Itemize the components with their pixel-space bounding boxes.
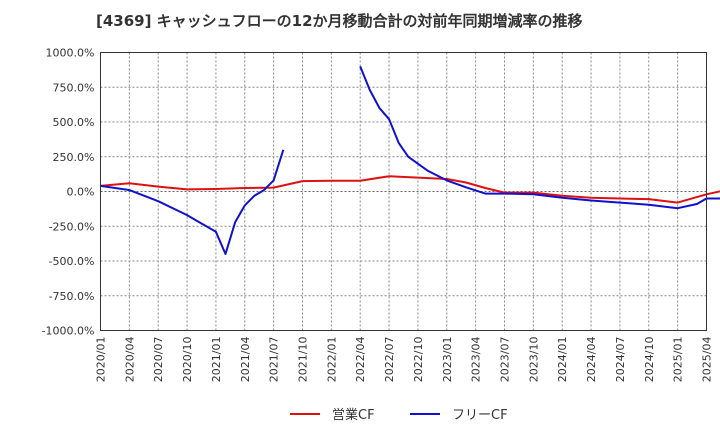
- y-tick-label: -1000.0%: [42, 325, 95, 338]
- y-tick-label: 250.0%: [53, 151, 95, 164]
- x-tick-label: 2020/07: [152, 337, 165, 383]
- y-tick-label: -750.0%: [49, 290, 95, 303]
- x-tick-label: 2023/01: [441, 337, 454, 383]
- x-tick-label: 2024/10: [643, 337, 656, 383]
- y-tick-label: 500.0%: [53, 116, 95, 129]
- legend-label-1: フリーCF: [452, 408, 508, 423]
- x-tick-label: 2021/10: [297, 337, 310, 383]
- x-tick-label: 2024/01: [556, 337, 569, 383]
- x-tick-label: 2021/01: [210, 337, 223, 383]
- x-tick-label: 2023/04: [470, 336, 483, 382]
- x-tick-label: 2022/04: [354, 337, 367, 383]
- x-tick-label: 2020/01: [95, 337, 108, 383]
- y-tick-label: -500.0%: [49, 255, 95, 268]
- legend-label-0: 営業CF: [332, 407, 375, 423]
- chart-title: [4369] キャッシュフローの12か月移動合計の対前年同期増減率の推移: [96, 12, 583, 30]
- x-tick-label: 2020/04: [123, 337, 136, 383]
- x-tick-label: 2025/01: [672, 337, 685, 383]
- grid-layer: [100, 52, 707, 331]
- y-tick-label: 750.0%: [53, 81, 95, 94]
- y-tick-label: 1000.0%: [46, 47, 95, 60]
- x-tick-label: 2023/07: [499, 337, 512, 383]
- x-tick-label: 2022/10: [412, 337, 425, 383]
- tick-labels: 1000.0% 750.0% 500.0% 250.0% 0.0% -250.0% -500…: [42, 47, 714, 383]
- x-tick-label: 2021/04: [239, 337, 252, 383]
- y-tick-label: 0.0%: [67, 186, 95, 199]
- series-line-1: [359, 66, 720, 210]
- legend: 営業CF フリーCF: [290, 407, 508, 423]
- x-tick-label: 2022/01: [325, 337, 338, 383]
- x-tick-label: 2025/04: [701, 337, 714, 383]
- x-tick-label: 2022/07: [383, 337, 396, 383]
- x-tick-label: 2024/04: [585, 337, 598, 383]
- x-tick-label: 2024/07: [614, 337, 627, 383]
- y-tick-label: -250.0%: [49, 220, 95, 233]
- series-line-0: [100, 175, 720, 204]
- x-tick-label: 2023/10: [527, 337, 540, 383]
- series-layer: [100, 66, 720, 255]
- series-line-1: [100, 149, 285, 255]
- x-tick-label: 2020/10: [181, 337, 194, 383]
- x-tick-label: 2021/07: [268, 337, 281, 383]
- plot-frame: [100, 52, 707, 331]
